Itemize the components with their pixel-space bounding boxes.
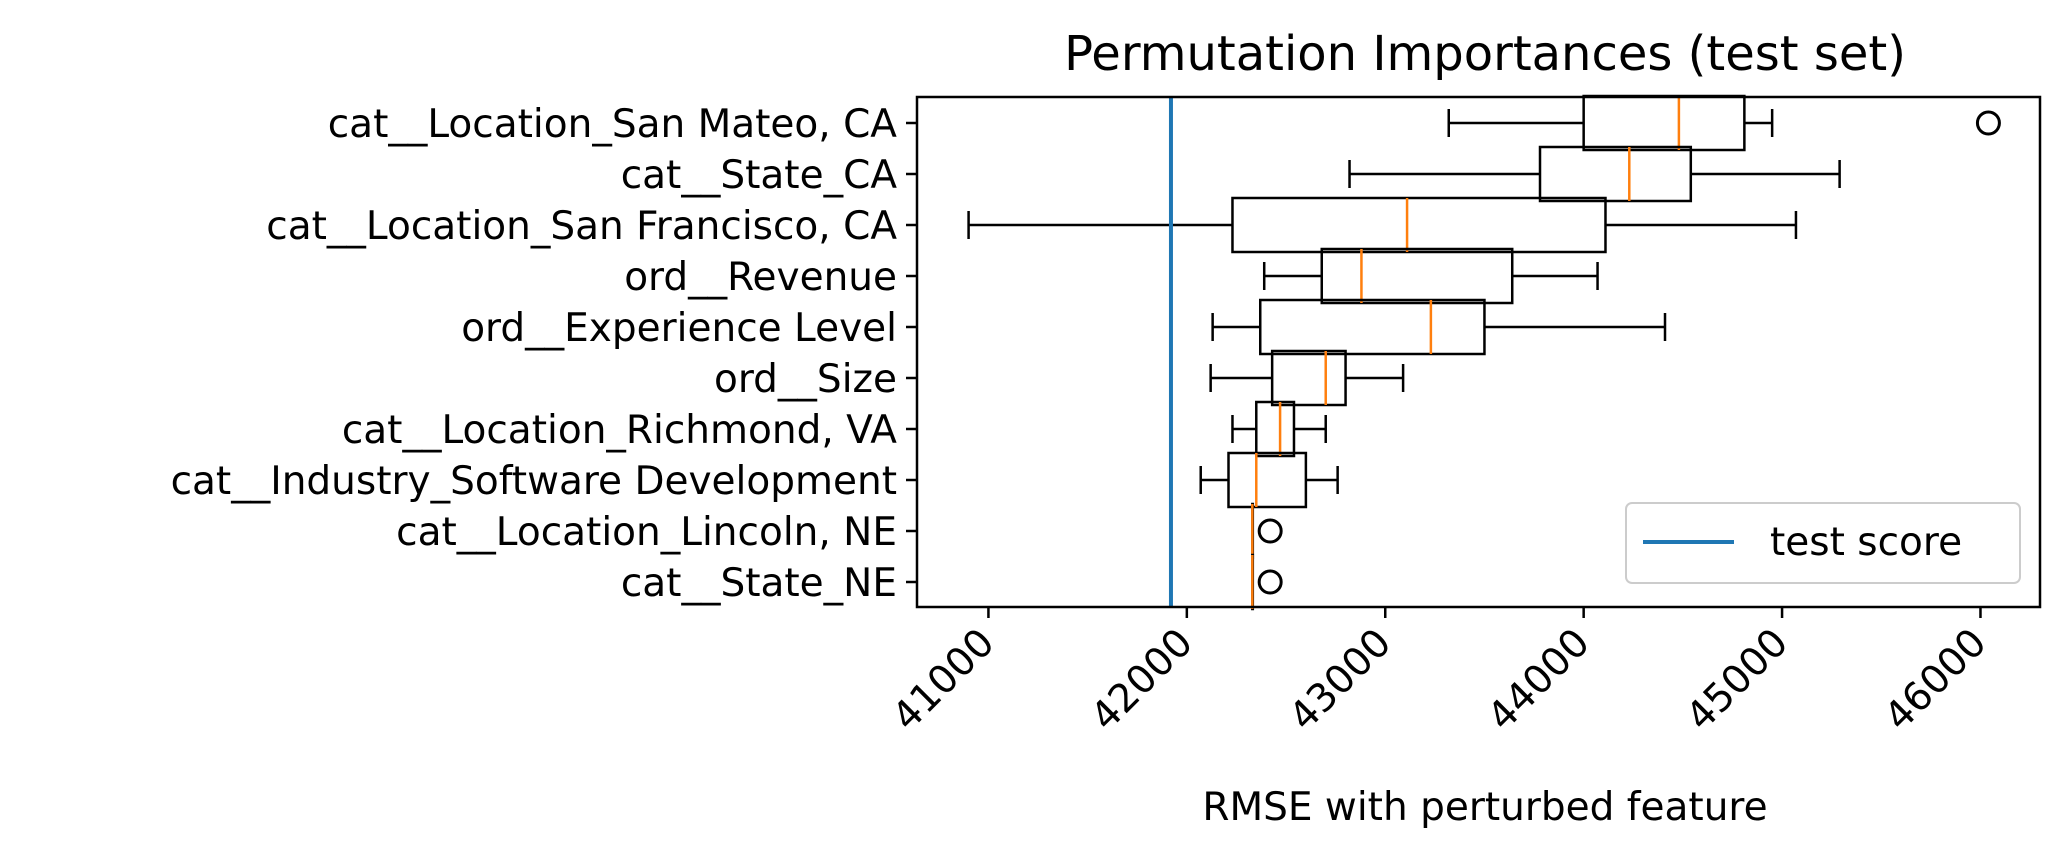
box-3: [1262, 247, 1599, 305]
y-tick-labels: cat__Location_San Mateo, CA cat__State_CA…: [171, 102, 917, 606]
outlier-point: [1975, 110, 2001, 136]
x-tick-label: 45000: [1678, 620, 1798, 740]
box-0: [1447, 94, 2001, 152]
x-tick-label: 43000: [1281, 620, 1401, 740]
box-iqr: [1258, 298, 1486, 356]
legend-label-test-score: test score: [1770, 520, 1962, 565]
outlier-point: [1257, 518, 1283, 544]
box-8: [1251, 502, 1283, 560]
y-tick-label: cat__Location_San Mateo, CA: [328, 102, 898, 147]
box-iqr: [1231, 196, 1607, 254]
outlier-point: [1257, 569, 1283, 595]
y-tick-label: ord__Size: [714, 357, 897, 402]
box-9: [1251, 553, 1283, 611]
box-iqr: [1227, 451, 1308, 509]
box-2: [967, 196, 1798, 254]
box-4: [1211, 298, 1667, 356]
x-tick-label: 41000: [884, 620, 1004, 740]
plot-frame: [915, 95, 2042, 609]
box-7: [1199, 451, 1339, 509]
y-tick-label: cat__State_CA: [621, 153, 898, 198]
x-tick-label: 44000: [1479, 620, 1599, 740]
chart-title: Permutation Importances (test set): [1064, 26, 1906, 82]
box-iqr: [1582, 94, 1746, 152]
box-5: [1209, 349, 1405, 407]
box-6: [1231, 400, 1327, 458]
box-iqr: [1270, 349, 1347, 407]
y-tick-label: ord__Revenue: [624, 255, 897, 300]
boxes-layer: [967, 94, 2001, 611]
y-tick-label: cat__Location_Richmond, VA: [342, 408, 897, 453]
y-tick-label: cat__Industry_Software Development: [171, 459, 897, 504]
y-tick-label: cat__Location_San Francisco, CA: [266, 204, 897, 249]
box-1: [1348, 145, 1841, 203]
y-tick-label: cat__State_NE: [621, 561, 897, 606]
x-tick-label: 46000: [1876, 620, 1996, 740]
y-tick-label: ord__Experience Level: [461, 306, 897, 351]
legend-box: [1625, 502, 2021, 584]
y-tick-label: cat__Location_Lincoln, NE: [396, 510, 897, 555]
legend: test score: [1625, 502, 2021, 584]
x-ticks: 41000 42000 43000 44000 45000 46000: [884, 607, 1996, 740]
box-iqr: [1538, 145, 1693, 203]
box-iqr: [1255, 400, 1296, 458]
box-iqr: [1320, 247, 1514, 305]
x-axis-label: RMSE with perturbed feature: [1202, 785, 1767, 830]
x-tick-label: 42000: [1082, 620, 1202, 740]
